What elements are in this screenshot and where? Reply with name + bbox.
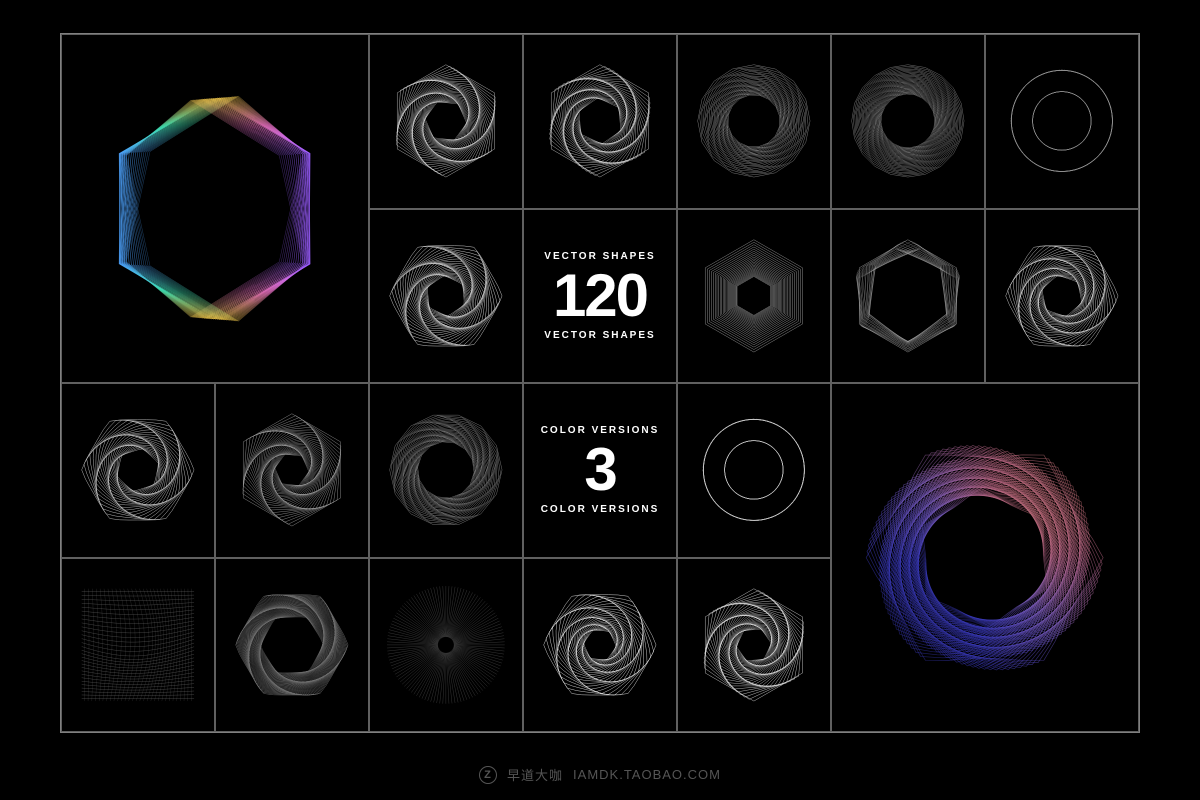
shape-cell bbox=[677, 383, 831, 558]
featured-color-swirl bbox=[850, 405, 1119, 710]
stat-label: VECTOR SHAPES bbox=[544, 251, 655, 262]
shape-cell bbox=[677, 209, 831, 384]
stat-label: COLOR VERSIONS bbox=[541, 425, 660, 436]
shape-cell bbox=[985, 209, 1139, 384]
footer-brand: 早道大咖 bbox=[507, 765, 563, 784]
featured-color-shape-cell bbox=[831, 383, 1139, 732]
stat-label: COLOR VERSIONS bbox=[541, 504, 660, 515]
shape-cell bbox=[61, 558, 215, 733]
stat-color-versions: COLOR VERSIONS 3 COLOR VERSIONS bbox=[523, 383, 677, 558]
shape-cell bbox=[523, 558, 677, 733]
shape-grid: VECTOR SHAPES 120 VECTOR SHAPES COLOR VE… bbox=[60, 33, 1140, 733]
stat-vector-shapes: VECTOR SHAPES 120 VECTOR SHAPES bbox=[523, 209, 677, 384]
shape-cell bbox=[61, 383, 215, 558]
stat-label: VECTOR SHAPES bbox=[544, 330, 655, 341]
shape-cell bbox=[215, 558, 369, 733]
shape-cell bbox=[369, 383, 523, 558]
hero-hexagon-perspective bbox=[80, 56, 349, 361]
shape-cell bbox=[831, 34, 985, 209]
hero-shape-cell bbox=[61, 34, 369, 383]
shape-cell bbox=[677, 34, 831, 209]
footer-logo-icon: Z bbox=[479, 766, 497, 784]
shape-cell bbox=[215, 383, 369, 558]
footer: Z 早道大咖 IAMDK.TAOBAO.COM bbox=[0, 765, 1200, 784]
shape-cell bbox=[677, 558, 831, 733]
shape-cell bbox=[523, 34, 677, 209]
shape-cell bbox=[831, 209, 985, 384]
shape-cell bbox=[985, 34, 1139, 209]
shape-cell bbox=[369, 34, 523, 209]
shape-cell bbox=[369, 209, 523, 384]
stat-number: 120 bbox=[553, 266, 647, 326]
footer-url: IAMDK.TAOBAO.COM bbox=[573, 767, 721, 782]
shape-cell bbox=[369, 558, 523, 733]
stat-number: 3 bbox=[584, 440, 615, 500]
